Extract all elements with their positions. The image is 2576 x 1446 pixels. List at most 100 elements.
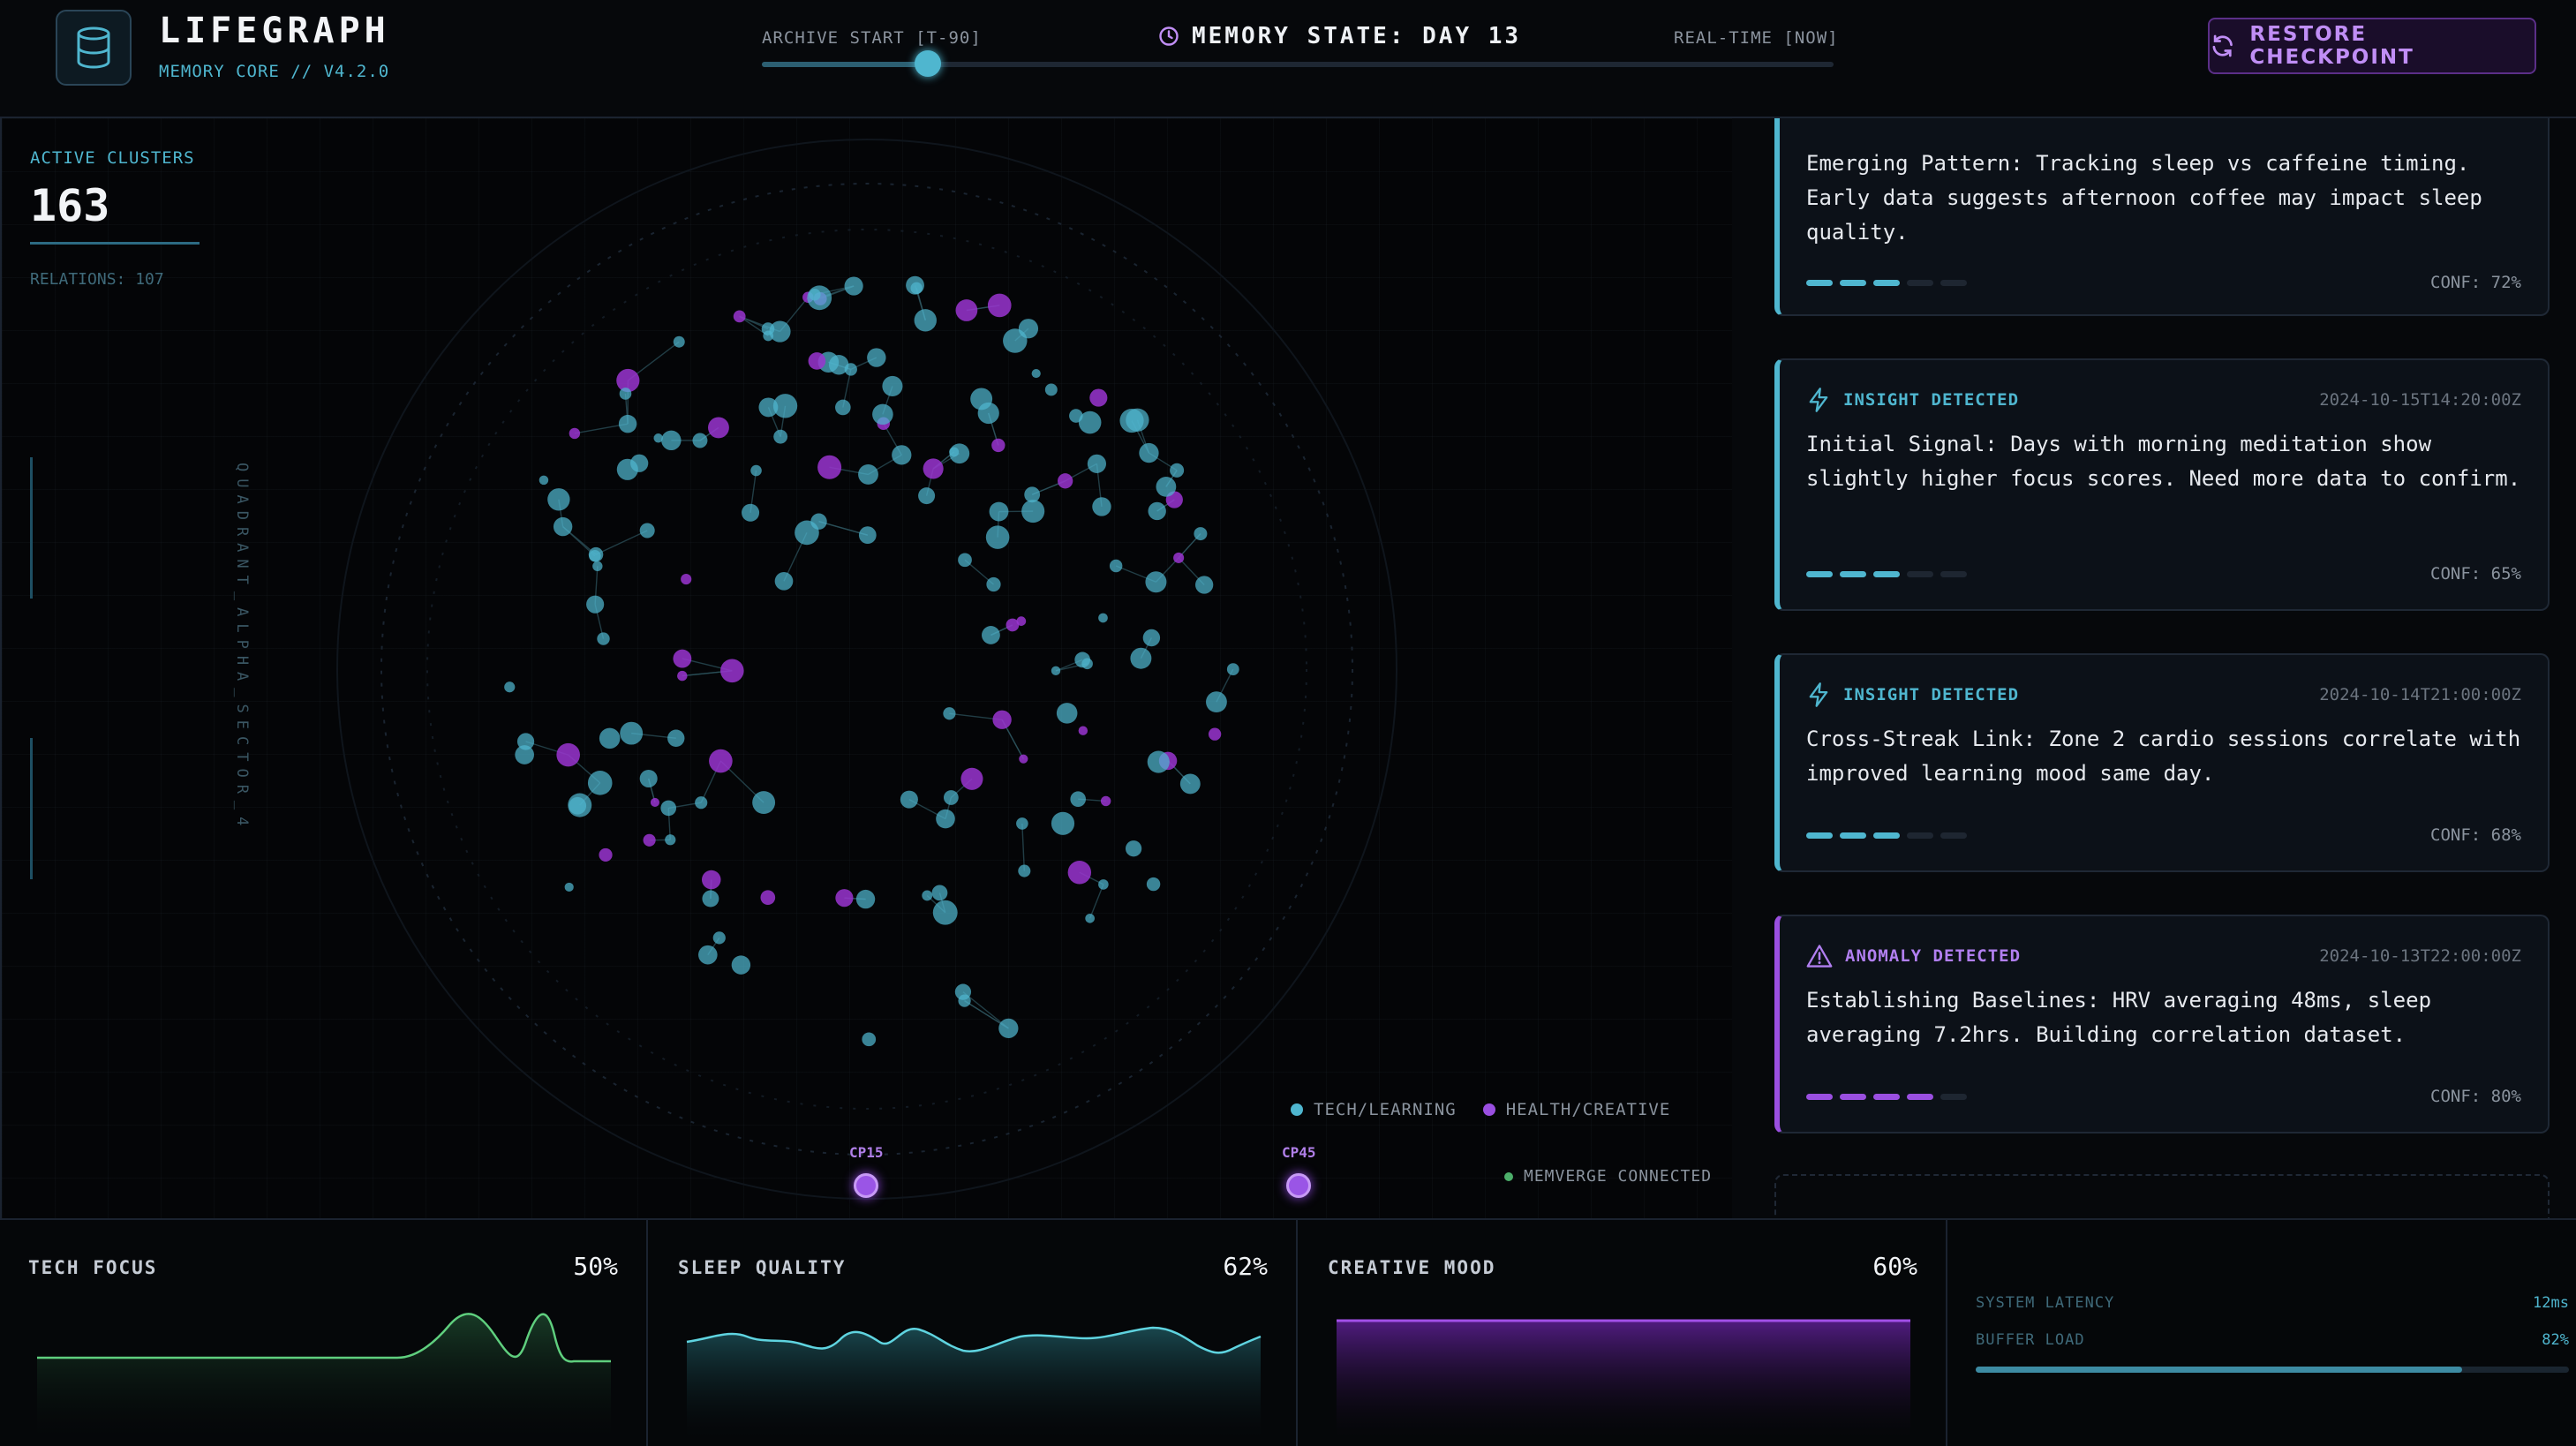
tech-node[interactable] [986, 577, 1000, 591]
tech-node[interactable] [565, 883, 574, 892]
tech-node[interactable] [932, 885, 948, 900]
tech-node[interactable] [1024, 486, 1040, 502]
tech-node[interactable] [867, 348, 885, 366]
tech-node[interactable] [568, 794, 591, 817]
tech-node[interactable] [986, 525, 1010, 549]
tech-node[interactable] [698, 945, 718, 965]
health-node[interactable] [708, 417, 729, 438]
tech-node[interactable] [539, 476, 549, 486]
tech-node[interactable] [1070, 791, 1086, 807]
health-node[interactable] [1101, 796, 1111, 806]
tech-node[interactable] [933, 900, 958, 925]
tech-node[interactable] [750, 465, 762, 477]
memory-graph[interactable] [2, 118, 1730, 1218]
health-node[interactable] [835, 889, 853, 907]
tech-node[interactable] [949, 447, 959, 456]
health-node[interactable] [709, 749, 733, 773]
health-node[interactable] [992, 711, 1011, 729]
anomaly-card[interactable]: ANOMALY DETECTED 2024-10-13T22:00:00Z Es… [1774, 915, 2550, 1133]
tech-node[interactable] [1098, 879, 1109, 890]
tech-node[interactable] [1195, 576, 1213, 593]
tech-node[interactable] [640, 523, 655, 538]
health-node[interactable] [720, 659, 744, 683]
tech-node[interactable] [1194, 527, 1207, 540]
restore-checkpoint-button[interactable]: RESTORE CHECKPOINT [2208, 18, 2536, 74]
insight-card[interactable]: Emerging Pattern: Tracking sleep vs caff… [1774, 118, 2550, 316]
insight-card[interactable]: INSIGHT DETECTED 2024-10-14T21:00:00Z Cr… [1774, 653, 2550, 872]
tech-node[interactable] [773, 430, 787, 444]
tech-node[interactable] [1003, 328, 1027, 352]
checkpoint-marker[interactable] [1286, 1173, 1311, 1198]
tech-node[interactable] [702, 891, 719, 908]
tech-node[interactable] [856, 890, 875, 908]
tech-node[interactable] [1126, 840, 1141, 856]
tech-node[interactable] [775, 572, 794, 591]
tech-node[interactable] [982, 626, 1000, 644]
tech-node[interactable] [862, 1032, 876, 1046]
tech-node[interactable] [1018, 865, 1030, 877]
health-node[interactable] [817, 456, 841, 479]
tech-node[interactable] [695, 796, 707, 809]
tech-node[interactable] [906, 276, 924, 295]
health-node[interactable] [960, 768, 983, 790]
tech-node[interactable] [944, 790, 959, 805]
health-node[interactable] [1173, 553, 1184, 563]
tech-node[interactable] [1045, 383, 1058, 395]
tech-node[interactable] [1088, 455, 1106, 473]
tech-node[interactable] [674, 336, 685, 348]
tech-node[interactable] [829, 355, 848, 374]
tech-node[interactable] [1110, 560, 1123, 573]
tech-node[interactable] [1227, 663, 1239, 675]
tech-node[interactable] [619, 415, 636, 433]
tech-node[interactable] [1032, 369, 1041, 378]
tech-node[interactable] [835, 400, 851, 416]
health-node[interactable] [651, 798, 659, 807]
tech-node[interactable] [1092, 497, 1111, 516]
tech-node[interactable] [882, 376, 902, 396]
health-node[interactable] [809, 352, 826, 370]
health-node[interactable] [556, 743, 580, 767]
insights-feed[interactable]: Emerging Pattern: Tracking sleep vs caff… [1732, 118, 2576, 1218]
tech-node[interactable] [872, 404, 893, 426]
insight-card[interactable]: INSIGHT DETECTED 2024-10-15T14:20:00Z In… [1774, 358, 2550, 611]
tech-node[interactable] [936, 810, 955, 829]
tech-node[interactable] [692, 433, 707, 448]
health-node[interactable] [569, 428, 580, 439]
tech-node[interactable] [667, 730, 684, 747]
tech-node[interactable] [922, 891, 932, 901]
tech-node[interactable] [653, 433, 662, 442]
tech-node[interactable] [1074, 652, 1090, 668]
tech-node[interactable] [1069, 409, 1083, 423]
tech-node[interactable] [742, 504, 759, 522]
tech-node[interactable] [504, 682, 515, 692]
tech-node[interactable] [588, 771, 613, 795]
tech-node[interactable] [858, 464, 878, 485]
tech-node[interactable] [620, 722, 643, 745]
health-node[interactable] [923, 458, 944, 478]
tech-node[interactable] [773, 394, 797, 418]
tech-node[interactable] [845, 276, 863, 295]
health-node[interactable] [681, 574, 691, 584]
tech-node[interactable] [620, 388, 632, 400]
tech-node[interactable] [554, 517, 572, 536]
tech-node[interactable] [955, 984, 971, 1000]
tech-node[interactable] [1148, 502, 1165, 520]
tech-node[interactable] [1051, 812, 1074, 835]
tech-node[interactable] [547, 488, 569, 510]
health-node[interactable] [599, 848, 612, 862]
tech-node[interactable] [515, 745, 534, 764]
checkpoint-marker[interactable] [854, 1173, 878, 1198]
tech-node[interactable] [586, 596, 604, 614]
timeline-handle[interactable] [915, 50, 941, 77]
health-node[interactable] [1016, 616, 1026, 626]
timeline-slider[interactable] [762, 62, 1834, 67]
tech-node[interactable] [732, 955, 750, 974]
tech-node[interactable] [1180, 773, 1201, 794]
health-node[interactable] [673, 650, 691, 668]
tech-node[interactable] [1051, 667, 1060, 675]
tech-node[interactable] [1145, 571, 1166, 592]
tech-node[interactable] [859, 526, 877, 544]
tech-node[interactable] [915, 309, 937, 331]
health-node[interactable] [1019, 755, 1028, 764]
health-node[interactable] [988, 294, 1012, 318]
